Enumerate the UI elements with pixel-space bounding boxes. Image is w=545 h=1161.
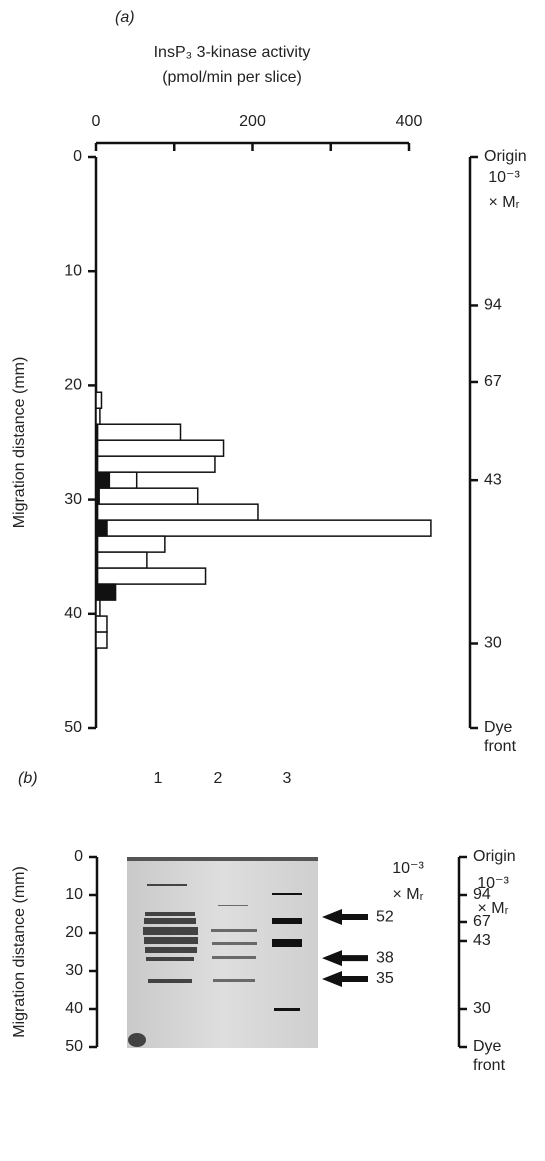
right-axis-title: 10⁻³ <box>488 169 520 186</box>
y-tick-label: 40 <box>65 1000 83 1017</box>
open-bar <box>96 408 100 424</box>
lane-label: 1 <box>154 770 163 787</box>
filled-bar <box>96 472 110 488</box>
x-tick-label: 200 <box>239 113 266 130</box>
marker-arrow <box>322 971 368 987</box>
right-axis-title: × Mᵣ <box>478 900 509 917</box>
filled-bar <box>96 520 108 536</box>
open-bar <box>96 392 101 408</box>
x-axis-title: (pmol/min per slice) <box>162 69 302 86</box>
y-tick-label: 40 <box>64 605 82 622</box>
marker-label: 38 <box>376 949 394 966</box>
open-bar <box>96 488 198 504</box>
y-tick-label: 30 <box>64 491 82 508</box>
y-axis-title: Migration distance (mm) <box>11 357 28 529</box>
y-tick-label: 10 <box>64 262 82 279</box>
open-bar <box>96 568 206 584</box>
filled-bar <box>96 424 98 440</box>
y-tick-label: 50 <box>65 1038 83 1055</box>
right-axis-title: 10⁻³ <box>477 875 509 892</box>
open-bar <box>96 632 107 648</box>
panel-label: (a) <box>115 9 135 26</box>
open-bar <box>96 552 147 568</box>
marker-label: 52 <box>376 908 394 925</box>
right-tick-label: 94 <box>484 297 502 314</box>
marker-arrow <box>322 909 368 925</box>
open-bar <box>96 616 107 632</box>
right-axis-title: × Mᵣ <box>489 194 520 211</box>
filled-bar <box>96 584 116 600</box>
open-bar <box>96 424 181 440</box>
y-tick-label: 50 <box>64 719 82 736</box>
right-tick-label: Origin <box>484 148 527 165</box>
marker-label: 35 <box>376 970 394 987</box>
open-bar <box>96 440 224 456</box>
x-tick-label: 400 <box>396 113 423 130</box>
filled-bar <box>96 536 98 552</box>
panel-label: (b) <box>18 770 38 787</box>
y-tick-label: 0 <box>73 148 82 165</box>
right-tick-label: 67 <box>484 373 502 390</box>
right-tick-label: 43 <box>484 471 502 488</box>
gel-image <box>127 857 318 1048</box>
y-tick-label: 10 <box>65 886 83 903</box>
open-bar <box>96 536 165 552</box>
x-axis-title: InsP₃ 3-kinase activity <box>154 44 311 61</box>
lane-label: 3 <box>283 770 292 787</box>
open-bar <box>96 600 100 616</box>
open-bar <box>96 504 258 520</box>
y-tick-label: 20 <box>65 924 83 941</box>
y-tick-label: 0 <box>74 848 83 865</box>
figure: (a) InsP₃ 3-kinase activity (pmol/min per … <box>0 0 545 1161</box>
right-tick-label: 30 <box>473 1000 491 1017</box>
filled-bar <box>96 456 98 472</box>
lane-label: 2 <box>214 770 223 787</box>
right-tick-label: 43 <box>473 932 491 949</box>
y-tick-label: 30 <box>65 962 83 979</box>
right-tick-label: 30 <box>484 635 502 652</box>
open-bar <box>96 456 215 472</box>
right-tick-label: Origin <box>473 848 516 865</box>
x-tick-label: 0 <box>92 113 101 130</box>
gel-mr-title: 10⁻³ <box>392 860 424 877</box>
filled-bar <box>96 552 98 568</box>
open-bar <box>96 520 431 536</box>
gel-mr-title: × Mᵣ <box>393 886 424 903</box>
y-tick-label: 20 <box>64 377 82 394</box>
marker-arrow <box>322 950 368 966</box>
filled-bar <box>96 440 98 456</box>
filled-bar <box>96 568 98 584</box>
filled-bar <box>96 504 98 520</box>
filled-bar <box>96 488 100 504</box>
y-axis-title: Migration distance (mm) <box>11 866 28 1038</box>
